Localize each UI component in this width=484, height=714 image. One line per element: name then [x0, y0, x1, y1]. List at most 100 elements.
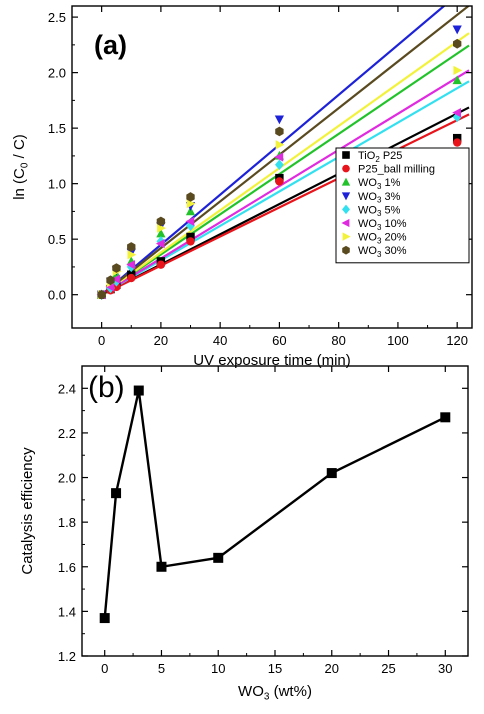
legend-label: WO3 10%	[358, 218, 407, 232]
data-point	[157, 223, 166, 233]
data-point	[186, 237, 195, 246]
data-point	[274, 115, 285, 125]
series-5-markers	[96, 107, 461, 300]
data-point	[274, 159, 284, 171]
data-point	[111, 488, 122, 499]
x-tick-label: 25	[381, 661, 395, 676]
legend-label-tail: 30%	[381, 245, 406, 257]
x-tick-label: 10	[211, 661, 225, 676]
fit-line-6	[100, 32, 470, 296]
data-point	[156, 216, 166, 227]
legend-label-main: TiO	[358, 150, 376, 162]
data-point	[452, 111, 462, 123]
legend-label-sub: 3	[377, 250, 382, 259]
y-axis-label-tail: / C)	[11, 134, 28, 162]
data-point	[156, 228, 166, 238]
legend-label-main: WO	[358, 191, 377, 203]
x-tick-label: 60	[272, 333, 286, 348]
y-tick-label: 1.2	[58, 649, 76, 664]
data-point	[111, 274, 121, 284]
y-tick-label: 2.5	[48, 10, 66, 25]
legend-label: WO3 5%	[358, 204, 401, 218]
y-tick-label: 0.0	[48, 288, 66, 303]
data-point	[105, 282, 115, 292]
x-tick-label: 100	[387, 333, 409, 348]
data-point	[127, 273, 136, 283]
legend-label-tail: 20%	[381, 232, 406, 244]
y-axis-label: ln (C0 / C)	[11, 134, 31, 200]
y-tick-label: 1.6	[58, 560, 76, 575]
data-point	[186, 232, 195, 242]
x-tick-label: 0	[101, 661, 108, 676]
legend-label-main: WO	[358, 204, 377, 216]
legend-marker	[342, 245, 350, 255]
data-point	[112, 282, 121, 292]
data-point	[156, 561, 167, 572]
legend-label: WO3 20%	[358, 232, 407, 246]
y-tick-label: 2.4	[58, 381, 76, 396]
legend-label-sub: 3	[377, 223, 382, 232]
legend-label-tail: P25	[380, 150, 403, 162]
x-tick-label: 15	[268, 661, 282, 676]
data-point	[186, 199, 196, 209]
data-point	[275, 126, 284, 137]
panel-b: 0 5 10 15 20 25 30 1.2 1.4 1.6 1.8 2.0 2.2 2.4 WO3 (wt…	[19, 365, 469, 703]
legend-label-sub: 3	[377, 182, 382, 191]
legend-label: WO3 30%	[358, 245, 407, 259]
legend-marker	[341, 218, 350, 228]
legend-label-sub: 2	[375, 155, 380, 164]
legend-label-main: WO	[358, 245, 377, 257]
data-point	[275, 140, 285, 150]
legend-marker	[342, 204, 350, 215]
x-axis-label: WO3 (wt%)	[238, 683, 312, 703]
data-point	[452, 107, 461, 118]
x-tick-label: 80	[331, 333, 345, 348]
x-tick-label: 40	[213, 333, 227, 348]
plot-a-frame	[71, 5, 473, 329]
legend-label-main: WO	[358, 218, 377, 230]
data-point	[326, 468, 337, 479]
legend-marker	[342, 164, 350, 173]
data-point	[275, 177, 284, 186]
legend-label: TiO2 P25	[358, 150, 402, 164]
y-tick-label: 1.5	[48, 121, 66, 136]
data-point	[452, 75, 462, 85]
x-axis-label-sub: 3	[264, 692, 270, 703]
panel-label: (a)	[94, 30, 127, 60]
data-point	[106, 275, 115, 286]
legend-label: P25_ball milling	[358, 164, 435, 176]
legend-label-main: WO	[358, 232, 377, 244]
legend-marker	[342, 151, 350, 159]
data-point	[452, 25, 462, 35]
data-point	[185, 216, 195, 227]
legend-marker	[341, 177, 351, 186]
data-point	[155, 238, 165, 249]
x-tick-label: 120	[446, 333, 468, 348]
legend-label: WO3 1%	[358, 177, 401, 191]
legend-label-tail: 1%	[381, 177, 400, 189]
legend-label-main: P25_ball milling	[358, 164, 435, 176]
data-point	[156, 260, 166, 269]
data-point	[452, 133, 462, 143]
legend-label: WO3 3%	[358, 191, 401, 205]
y-tick-label: 2.0	[58, 471, 76, 486]
data-point	[274, 152, 284, 162]
x-axis-label: UV exposure time (min)	[193, 352, 351, 369]
y-tick-label: 1.0	[48, 177, 66, 192]
data-point	[126, 260, 136, 270]
legend-label-tail: 3%	[381, 191, 400, 203]
series-7-markers	[97, 38, 462, 300]
y-tick-label: 0.5	[48, 232, 66, 247]
data-point	[133, 385, 144, 396]
y-axis-label: Catalysis efficiency	[19, 447, 36, 575]
data-point	[440, 412, 451, 423]
data-point	[112, 263, 121, 273]
legend-marker	[342, 232, 351, 241]
data-point	[127, 242, 136, 252]
x-tick-label: 30	[438, 661, 452, 676]
data-point	[97, 289, 106, 300]
data-point	[452, 138, 462, 147]
